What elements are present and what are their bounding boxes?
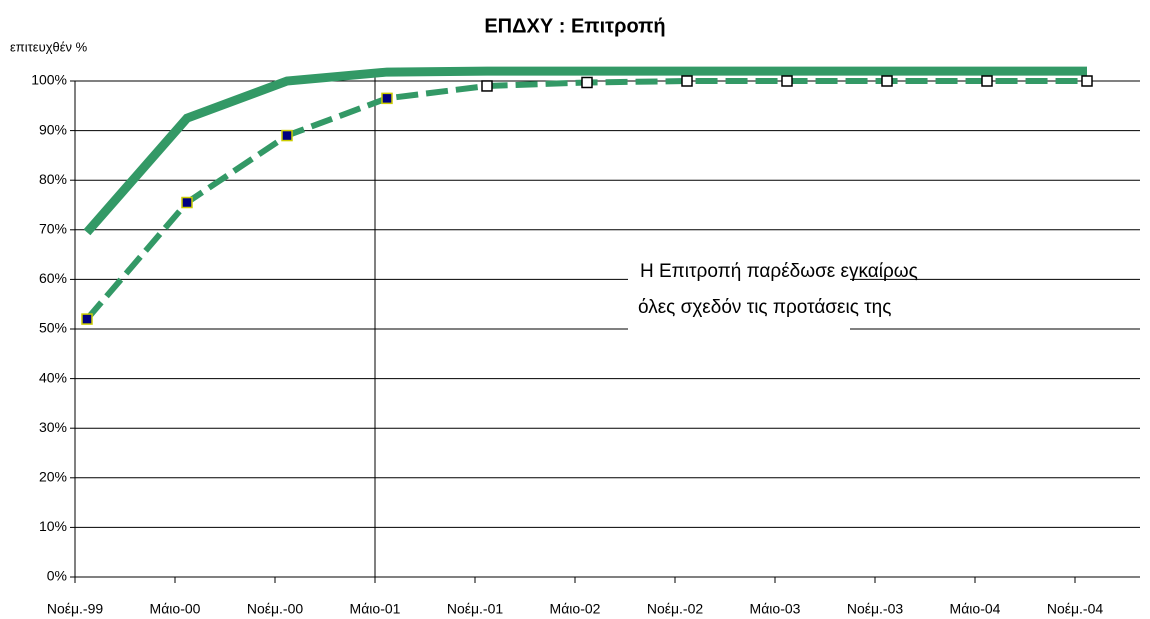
y-tick-label: 0% <box>47 568 67 584</box>
chart-title: ΕΠΔΧΥ : Επιτροπή <box>484 15 665 37</box>
marker <box>581 76 593 89</box>
y-tick-label: 60% <box>39 270 67 286</box>
marker <box>181 196 193 209</box>
y-axis-label: επιτευχθέν % <box>10 39 88 54</box>
x-tick-label: Νοέμ.-01 <box>447 601 504 617</box>
x-tick-label: Μάιο-02 <box>550 601 601 617</box>
x-tick-label: Νοέμ.-04 <box>1047 601 1104 617</box>
x-tick-label: Μάιο-03 <box>750 601 801 617</box>
x-tick-label: Νοέμ.-00 <box>247 601 304 617</box>
marker <box>681 75 693 87</box>
x-tick-label: Νοέμ.-03 <box>847 601 904 617</box>
y-tick-label: 70% <box>39 221 67 237</box>
y-tick-label: 100% <box>31 72 67 88</box>
y-tick-label: 20% <box>39 469 67 485</box>
y-tick-label: 90% <box>39 121 67 137</box>
marker <box>1081 75 1093 87</box>
marker <box>981 75 993 87</box>
y-tick-label: 50% <box>39 320 67 336</box>
x-tick-label: Μάιο-01 <box>350 601 401 617</box>
marker <box>781 75 793 87</box>
series-line <box>83 66 1087 236</box>
marker <box>881 75 893 87</box>
marker <box>381 92 393 105</box>
y-tick-label: 80% <box>39 171 67 187</box>
x-tick-label: Μάιο-00 <box>150 601 201 617</box>
marker <box>281 129 293 142</box>
y-tick-label: 40% <box>39 369 67 385</box>
annotation: όλες σχεδόν τις προτάσεις της <box>638 297 891 318</box>
y-tick-label: 30% <box>39 419 67 435</box>
x-tick-label: Νοέμ.-99 <box>47 601 104 617</box>
series-line <box>84 78 1087 322</box>
marker <box>81 313 93 325</box>
annotation-box <box>628 255 850 330</box>
x-tick-label: Νοέμ.-02 <box>647 601 704 617</box>
marker <box>481 80 493 92</box>
annotation: Η Επιτροπή παρέδωσε εγκαίρως <box>640 261 918 282</box>
x-tick-label: Μάιο-04 <box>950 601 1001 617</box>
y-tick-label: 10% <box>39 518 67 534</box>
